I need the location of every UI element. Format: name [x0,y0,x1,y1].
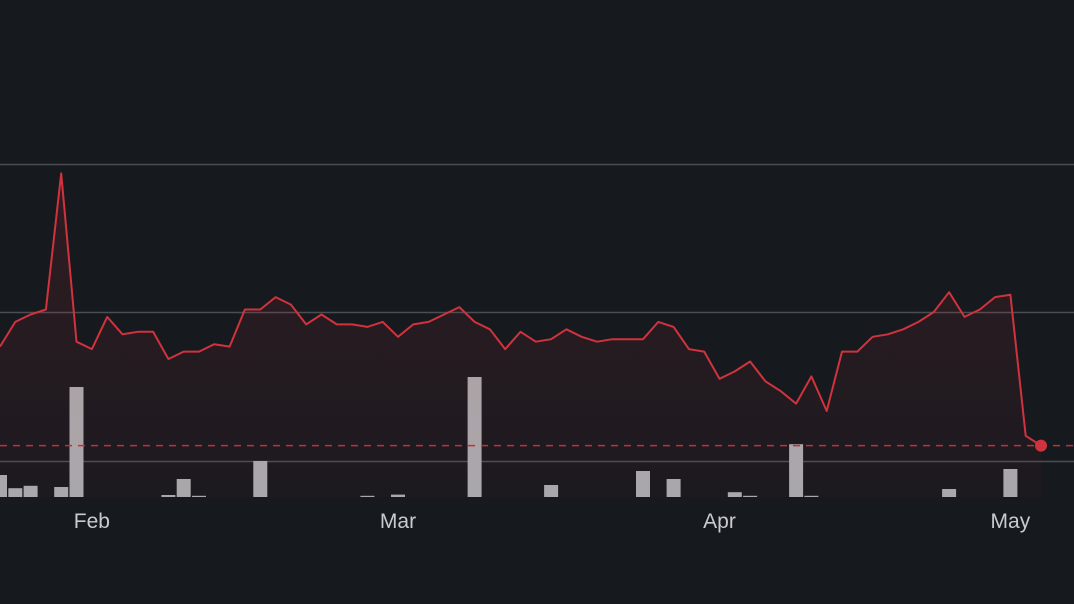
x-tick-label: Apr [703,510,736,533]
x-axis: Feb Mar Apr May [74,510,1031,533]
price-area [0,173,1041,497]
price-series [0,172,1074,497]
x-tick-label: May [991,510,1031,533]
current-value-marker [1035,439,1047,452]
x-tick-label: Mar [380,510,416,533]
x-tick-label: Feb [74,510,110,533]
price-line [0,172,1042,447]
